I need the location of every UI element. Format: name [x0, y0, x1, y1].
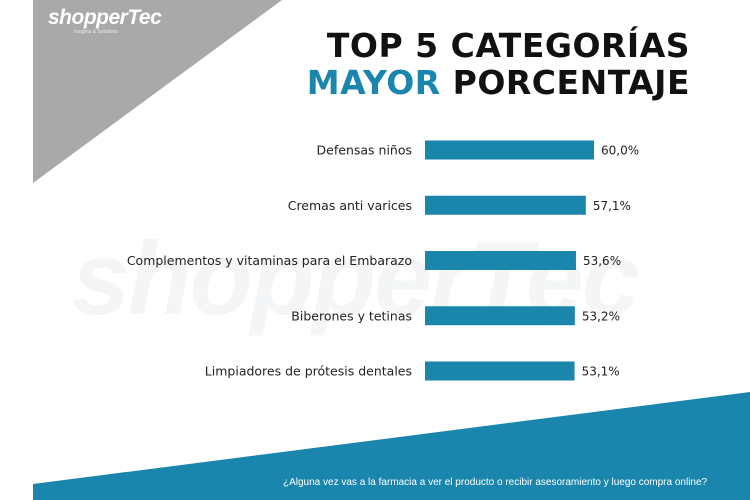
- gray-corner-triangle: [33, 0, 282, 183]
- bar: [425, 140, 594, 160]
- category-label: Cremas anti varices: [288, 198, 412, 213]
- category-label: Complementos y vitaminas para el Embaraz…: [127, 253, 412, 268]
- title-highlight-word: MAYOR: [306, 63, 441, 102]
- bar: [425, 251, 576, 270]
- title-rest: PORCENTAJE: [440, 63, 690, 102]
- category-label: Biberones y tetinas: [291, 308, 412, 323]
- bar: [425, 306, 575, 326]
- survey-question-footnote: ¿Alguna vez vas a la farmacia a ver el p…: [283, 477, 708, 488]
- value-label: 53,6%: [583, 254, 621, 268]
- page-title-line1: TOP 5 CATEGORÍAS: [326, 26, 690, 65]
- bar: [425, 361, 575, 381]
- bar: [425, 195, 586, 215]
- value-label: 60,0%: [601, 144, 639, 158]
- value-label: 53,1%: [582, 365, 620, 379]
- value-label: 53,2%: [582, 309, 620, 323]
- value-label: 57,1%: [593, 199, 631, 213]
- brand-logo: shopperTec: [48, 6, 162, 29]
- brand-tagline: Insights & Solutions: [74, 29, 118, 35]
- category-label: Defensas niños: [317, 143, 412, 158]
- blue-bottom-band: [33, 392, 750, 500]
- page-title-line2: MAYOR PORCENTAJE: [307, 63, 690, 102]
- category-label: Limpiadores de prótesis dentales: [205, 364, 412, 379]
